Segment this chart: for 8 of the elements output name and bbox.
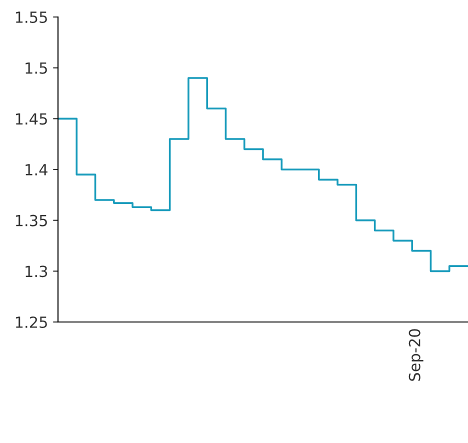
y-tick-label: 1.55 [16,12,47,24]
y-tick-label: 1.35 [16,214,47,226]
y-tick-label: 1.4 [26,164,48,176]
y-tick-label: 1.5 [26,62,47,74]
y-tick-label: 1.3 [26,266,48,278]
y-tick-label: 1.45 [16,113,47,125]
text: Sep-20 [408,329,424,381]
y-tick-label: 1.25 [16,316,47,328]
